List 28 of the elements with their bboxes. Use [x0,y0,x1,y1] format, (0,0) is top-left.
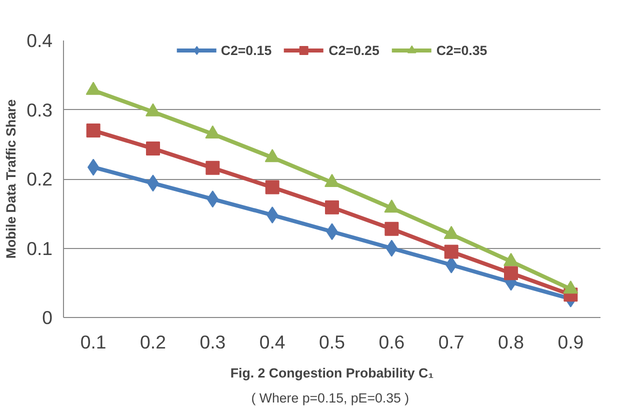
y-tick-label: 0.4 [26,30,53,51]
point [86,124,100,138]
text: ( Where p=0.15, pE=0.35 ) [251,390,410,406]
legend-label: C2=0.35 [436,42,488,58]
point [325,200,339,214]
y-tick-label: 0.1 [26,238,53,259]
y-tick-label: 0 [42,307,53,328]
point [206,160,220,175]
point [384,222,399,236]
point [444,244,458,259]
x-tick-label: 0.2 [140,332,166,352]
x-tick-label: 0.3 [200,332,226,352]
x-axis-title: Fig. 2 Congestion Probability C₁ [230,366,434,380]
x-tick-label: 0.7 [438,332,464,352]
point [146,142,160,156]
legend-label: C2=0.25 [328,42,380,58]
y-axis-title: Mobile Data Traffic Share [4,99,19,259]
point [504,266,518,280]
y-tick-label: 0.3 [26,99,53,120]
x-tick-label: 0.9 [558,332,584,352]
y-tick-label: 0.2 [26,168,53,190]
x-tick-label: 0.1 [80,332,106,352]
x-tick-label: 0.5 [319,332,345,352]
point [265,180,280,194]
x-tick-label: 0.6 [378,332,405,352]
legend-label: C2=0.15 [220,42,272,58]
x-tick-label: 0.8 [498,332,524,352]
x-tick-label: 0.4 [259,332,286,352]
